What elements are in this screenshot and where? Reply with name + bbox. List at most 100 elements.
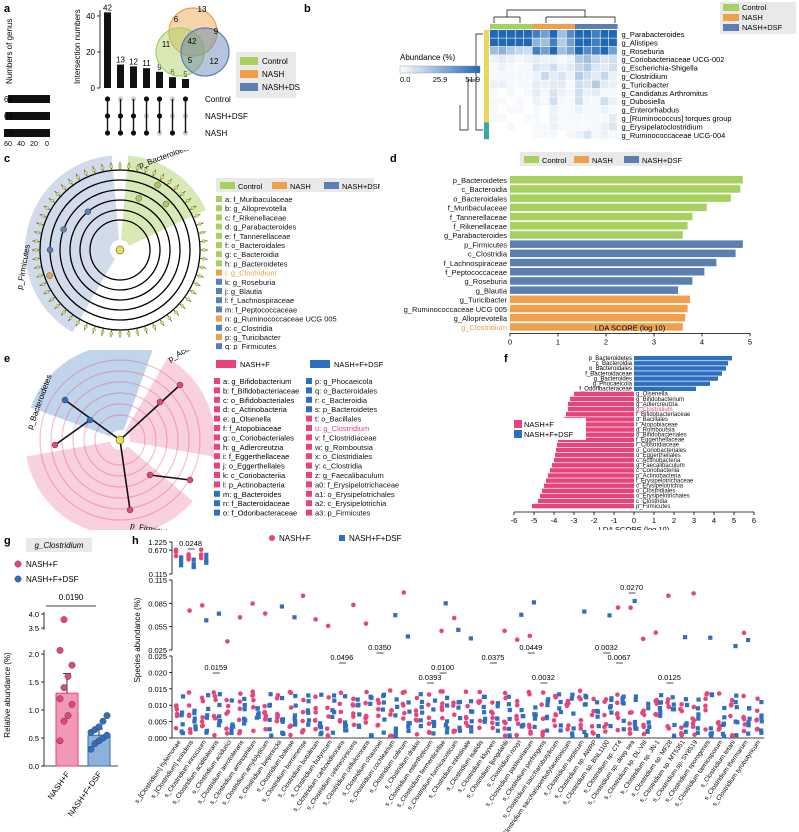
h-point-dsf [306, 710, 311, 715]
d-category-label: f_Muribaculaceae [448, 204, 507, 213]
c-leaf-node [62, 185, 66, 190]
h-p-value: 0.0032 [532, 673, 555, 682]
h-point-f [173, 725, 179, 731]
b-heat-cell [609, 55, 617, 63]
a-set-size-label: 70 [4, 129, 13, 138]
b-heat-cell [600, 88, 609, 97]
b-row-label: g_Alistipes [622, 38, 659, 47]
g-legend-label: NASH+F+DSF [26, 575, 79, 584]
h-point-dsf [332, 698, 337, 703]
h-point-dsf [306, 699, 311, 704]
b-heat-cell [558, 80, 566, 89]
d-legend-label: NASH+DSF [642, 156, 683, 165]
e-ring [94, 414, 146, 466]
g-point-f [68, 661, 76, 669]
h-point-dsf [481, 694, 486, 699]
e-key-swatch [214, 453, 220, 460]
e-key-swatch [214, 481, 220, 488]
e-marked-node [186, 476, 194, 484]
h-point-dsf [570, 733, 575, 739]
panel-letter-h: h [132, 535, 139, 547]
a-bar-label: 5 [183, 70, 188, 79]
c-key-swatch [216, 278, 222, 285]
h-point-f [665, 700, 670, 705]
e-key-label: w: g_Romboutsia [314, 443, 374, 452]
b-heat-cell [609, 114, 617, 122]
d-legend-swatch [524, 156, 539, 163]
f-legend-swatch [514, 430, 522, 438]
a-intersection-bar [156, 71, 163, 88]
e-key-swatch [306, 396, 312, 403]
b-col-group-cell [498, 24, 507, 29]
e-key-label: y: c_Clostridia [315, 462, 363, 471]
f-lda-bar [634, 371, 722, 376]
c-leaf-node [55, 192, 60, 196]
h-point-f [614, 700, 620, 706]
b-heat-cell [558, 122, 566, 131]
h-point-dsf [709, 731, 714, 736]
b-heat-cell [532, 122, 541, 131]
h-point-dsf [292, 716, 297, 721]
h-point-dsf [657, 705, 663, 711]
h-point-f [274, 715, 280, 721]
b-scale-tick: 0.0 [400, 75, 410, 84]
b-heat-cell [583, 88, 592, 97]
h-point-dsf [671, 702, 676, 707]
f-category-label: g_Bacteroides [594, 376, 632, 382]
e-key-label: v: f_Clostridiaceae [315, 433, 377, 442]
b-heat-cell [515, 114, 524, 122]
h-point-f [477, 718, 483, 724]
b-heat-cell [515, 30, 524, 38]
h-point-f [439, 628, 444, 634]
d-lda-bar [510, 176, 743, 184]
g-point-f [56, 695, 64, 703]
b-heat-cell [592, 46, 600, 55]
h-point-f [426, 730, 432, 736]
h-point-dsf [683, 635, 688, 640]
h-point-dsf [722, 705, 727, 711]
b-row-label: g_Erysipelatoclostridium [622, 122, 703, 131]
e-key-label: f: f_Atopobiaceae [223, 424, 281, 433]
h-point-f [540, 729, 546, 734]
b-heat-cell [532, 46, 541, 55]
h-point-dsf [293, 693, 298, 699]
b-heat-cell [575, 55, 583, 63]
f-lda-bar [574, 391, 634, 397]
h-point-f [514, 732, 519, 738]
h-legend-label: NASH+F [279, 534, 311, 543]
h-point-dsf [696, 716, 701, 721]
f-lda-bar [562, 427, 634, 432]
c-key-swatch [216, 306, 222, 313]
b-col-group-cell [549, 24, 558, 29]
b-heat-cell [592, 88, 600, 97]
b-heat-cell [583, 63, 592, 72]
b-heat-cell [566, 88, 575, 97]
b-row-label: g_Clostridium [622, 72, 668, 81]
h-point-dsf [179, 563, 184, 568]
e-key-label: q: o_Bacteroidales [315, 386, 377, 395]
c-leaf-node [152, 324, 156, 329]
h-point-f [615, 692, 620, 697]
a-bar-label: 13 [116, 56, 125, 65]
e-key-swatch [306, 406, 312, 413]
h-point-dsf [507, 733, 512, 738]
d-lda-bar [510, 268, 705, 276]
h-point-dsf [204, 728, 209, 733]
h-point-dsf [192, 708, 197, 713]
h-point-dsf [342, 694, 348, 699]
f-lda-bar [634, 366, 726, 371]
panel-d: d Control NASH NASH+DSF p_Bacteroidetesc_Ba… [390, 152, 752, 346]
b-heat-cell [490, 88, 498, 97]
h-point-dsf [670, 707, 675, 712]
h-point-dsf [468, 636, 473, 641]
b-heat-cell [507, 46, 515, 55]
e-key-swatch [214, 378, 220, 384]
e-key-label: m: g_Bacteroides [223, 490, 282, 499]
d-lda-bar [510, 304, 688, 313]
e-legend-swatch [216, 360, 236, 368]
c-leaf-node [68, 316, 73, 320]
h-point-f [728, 702, 734, 707]
h-point-f [364, 714, 369, 719]
f-x-tick-label: -2 [591, 516, 598, 525]
b-heat-cell [566, 30, 575, 38]
